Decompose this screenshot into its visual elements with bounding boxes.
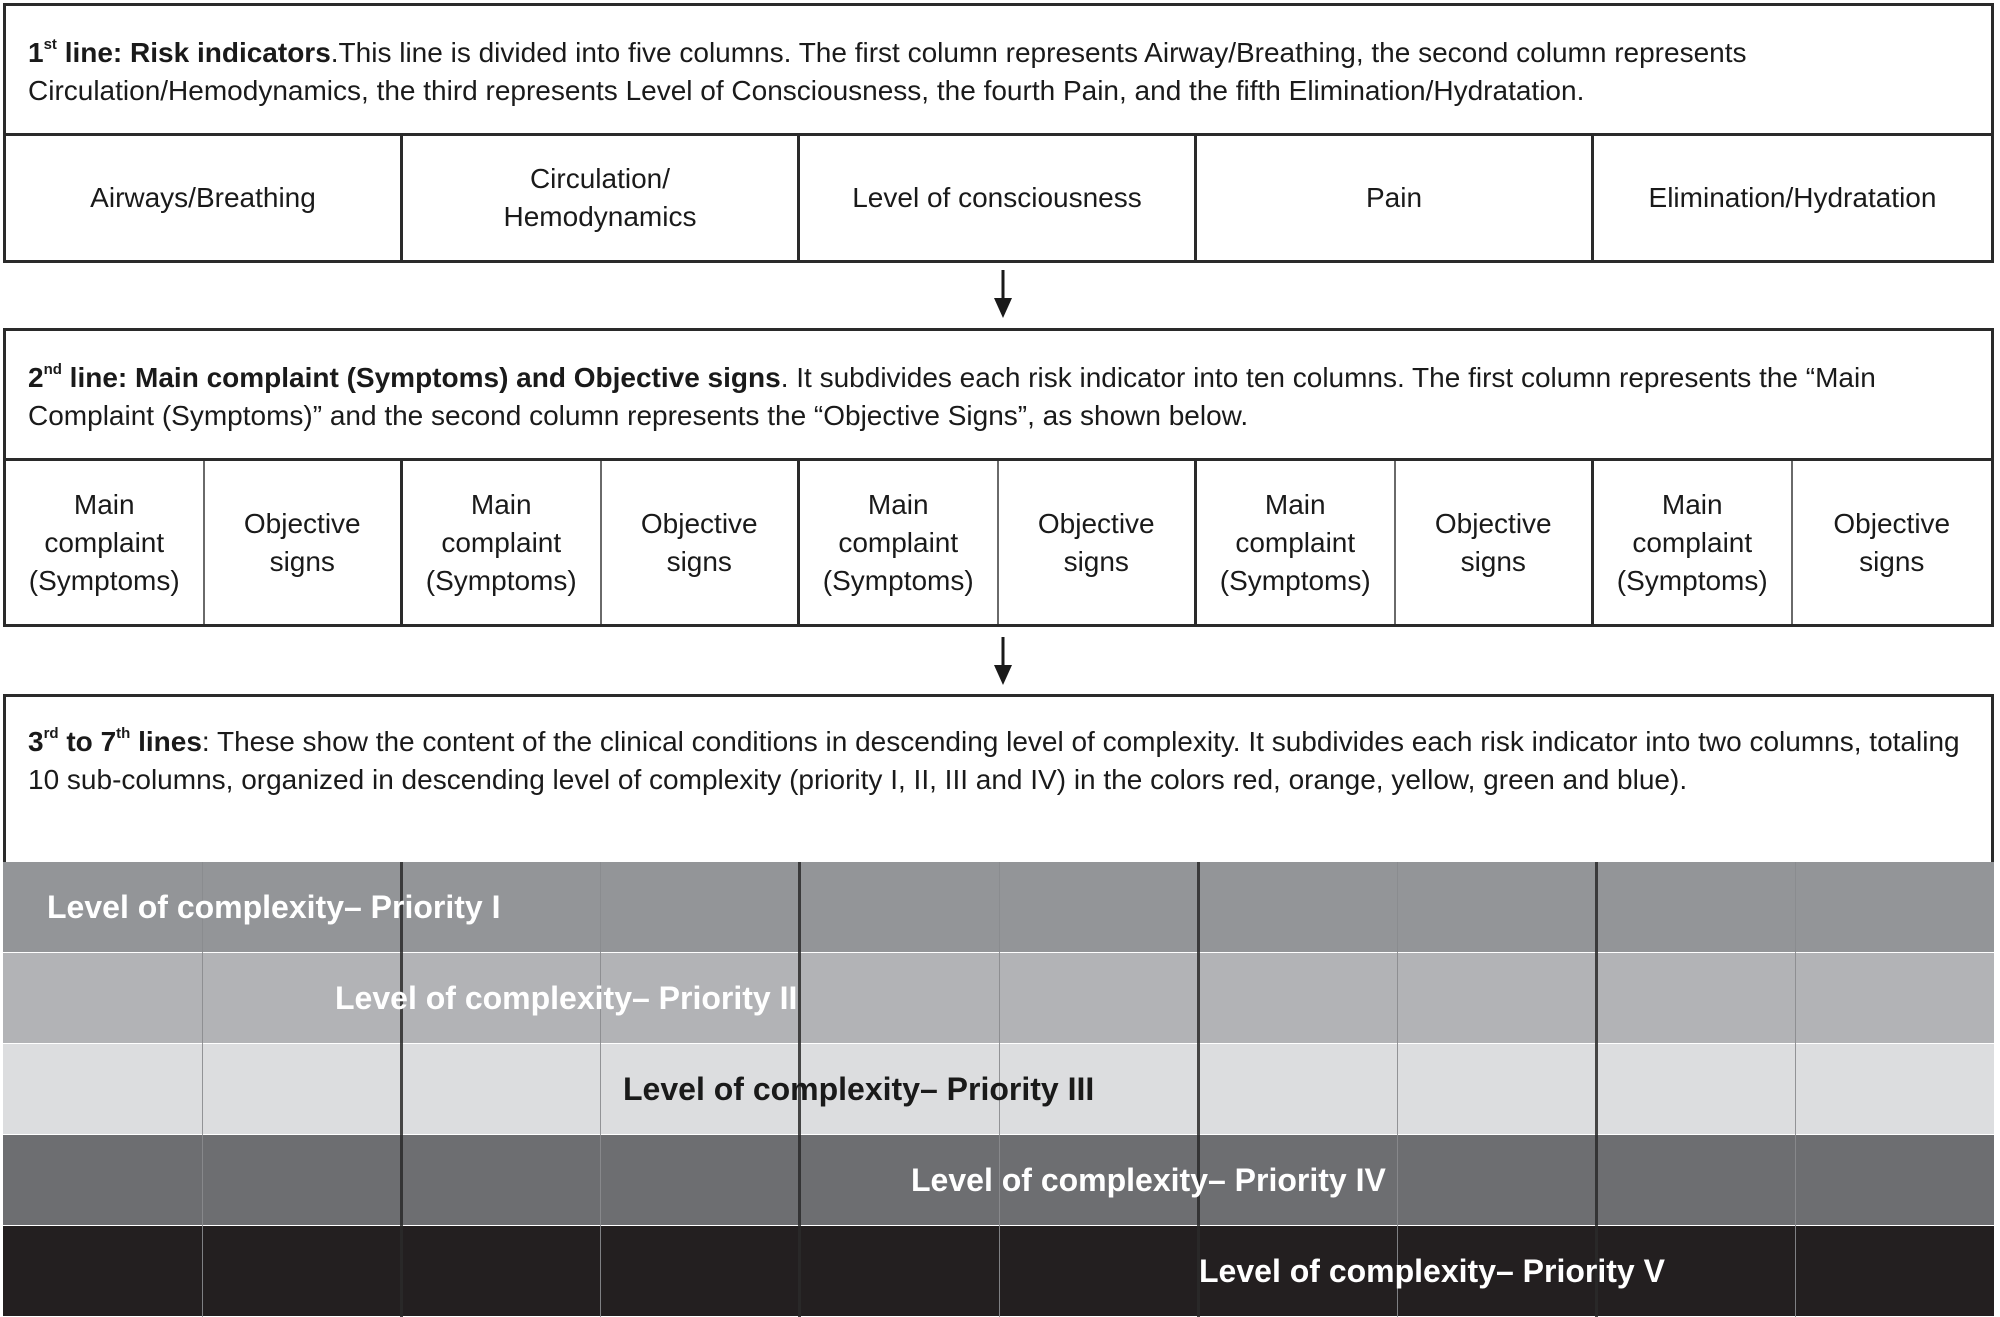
risk-indicator-cell: Elimination/Hydratation <box>1594 136 1991 260</box>
risk-indicator-cell: Circulation/Hemodynamics <box>403 136 800 260</box>
description-text: : These show the content of the clinical… <box>28 726 1960 795</box>
heading-title: line: Main complaint (Symptoms) and Obje… <box>61 362 781 393</box>
complaint-signs-description: 2nd line: Main complaint (Symptoms) and … <box>6 331 1991 461</box>
objective-signs-cell: Objective signs <box>205 461 403 624</box>
heading-number: 1 <box>28 37 44 68</box>
objective-signs-label: Objective signs <box>1434 507 1552 577</box>
heading-title: lines <box>130 726 202 757</box>
objective-signs-cell: Objective signs <box>1396 461 1594 624</box>
cell-label: Pain <box>1365 182 1423 213</box>
description-text: .This line is divided into five columns.… <box>28 37 1747 106</box>
objective-signs-label: Objective signs <box>1037 507 1155 577</box>
objective-signs-label: Objective signs <box>243 507 361 577</box>
objective-signs-cell: Objective signs <box>602 461 800 624</box>
cell-label: Level of consciousness <box>852 182 1142 213</box>
cell-label: Elimination/Hydratation <box>1648 182 1937 213</box>
main-complaint-label: Main complaint (Symptoms) <box>822 488 974 596</box>
heading-mid: to 7 <box>58 726 117 757</box>
description-text: . It subdivides each risk indicator into… <box>28 362 1876 431</box>
cell-label: Airways/Breathing <box>90 182 316 213</box>
main-complaint-cell: Main complaint (Symptoms) <box>6 461 205 624</box>
heading-number: 3 <box>28 726 44 757</box>
risk-indicator-cell: Level of consciousness <box>800 136 1197 260</box>
grid-column-line <box>400 862 403 1317</box>
down-arrow-icon <box>993 637 1013 687</box>
priority-band-label: Level of complexity– Priority I <box>47 889 501 925</box>
priority-band <box>3 1135 1994 1226</box>
heading-suffix: rd <box>43 725 59 742</box>
grid-column-line <box>1595 862 1598 1317</box>
main-complaint-label: Main complaint (Symptoms) <box>425 488 577 596</box>
priority-band-label: Level of complexity– Priority IV <box>911 1162 1386 1198</box>
objective-signs-label: Objective signs <box>640 507 758 577</box>
down-arrow-icon <box>993 270 1013 320</box>
grid-column-line <box>202 862 203 1317</box>
heading-number: 2 <box>28 362 44 393</box>
priority-band <box>3 1044 1994 1135</box>
complaint-signs-columns: Main complaint (Symptoms) Objective signs Mai… <box>6 461 1991 624</box>
priority-band-label: Level of complexity– Priority II <box>335 980 798 1016</box>
heading-title: line: Risk indicators <box>56 37 331 68</box>
complaint-signs-section: 2nd line: Main complaint (Symptoms) and … <box>3 328 1994 627</box>
grid-column-line <box>1397 862 1398 1317</box>
cell-label: Circulation/ <box>529 163 671 194</box>
risk-indicator-columns: Airways/Breathing Circulation/Hemodynami… <box>6 136 1991 260</box>
risk-indicators-description: 1st line: Risk indicators.This line is d… <box>6 6 1991 136</box>
main-complaint-label: Main complaint (Symptoms) <box>28 488 180 596</box>
heading-suffix: th <box>116 725 131 742</box>
main-complaint-cell: Main complaint (Symptoms) <box>1594 461 1793 624</box>
grid-column-line <box>999 862 1000 1317</box>
grid-column-line <box>1795 862 1796 1317</box>
complexity-section: 3rd to 7th lines: These show the content… <box>3 694 1994 866</box>
objective-signs-cell: Objective signs <box>999 461 1197 624</box>
cell-label: Hemodynamics <box>503 201 697 232</box>
heading-suffix: st <box>43 36 57 53</box>
priority-band-label: Level of complexity– Priority III <box>623 1071 1095 1107</box>
grid-column-line <box>600 862 601 1317</box>
objective-signs-label: Objective signs <box>1833 507 1951 577</box>
main-complaint-label: Main complaint (Symptoms) <box>1616 488 1768 596</box>
priority-band-label: Level of complexity– Priority V <box>1199 1253 1665 1289</box>
priority-band <box>3 862 1994 953</box>
risk-indicator-cell: Pain <box>1197 136 1594 260</box>
main-complaint-cell: Main complaint (Symptoms) <box>1197 461 1396 624</box>
priority-band <box>3 953 1994 1044</box>
main-complaint-cell: Main complaint (Symptoms) <box>800 461 999 624</box>
grid-column-line <box>798 862 801 1317</box>
objective-signs-cell: Objective signs <box>1793 461 1992 624</box>
risk-indicators-section: 1st line: Risk indicators.This line is d… <box>3 3 1994 263</box>
complexity-grid: Level of complexity– Priority I Level of … <box>3 862 1994 1317</box>
main-complaint-cell: Main complaint (Symptoms) <box>403 461 602 624</box>
grid-column-line <box>1197 862 1200 1317</box>
risk-indicator-cell: Airways/Breathing <box>6 136 403 260</box>
heading-suffix: nd <box>43 361 62 378</box>
complexity-description: 3rd to 7th lines: These show the content… <box>6 697 1991 869</box>
main-complaint-label: Main complaint (Symptoms) <box>1219 488 1371 596</box>
